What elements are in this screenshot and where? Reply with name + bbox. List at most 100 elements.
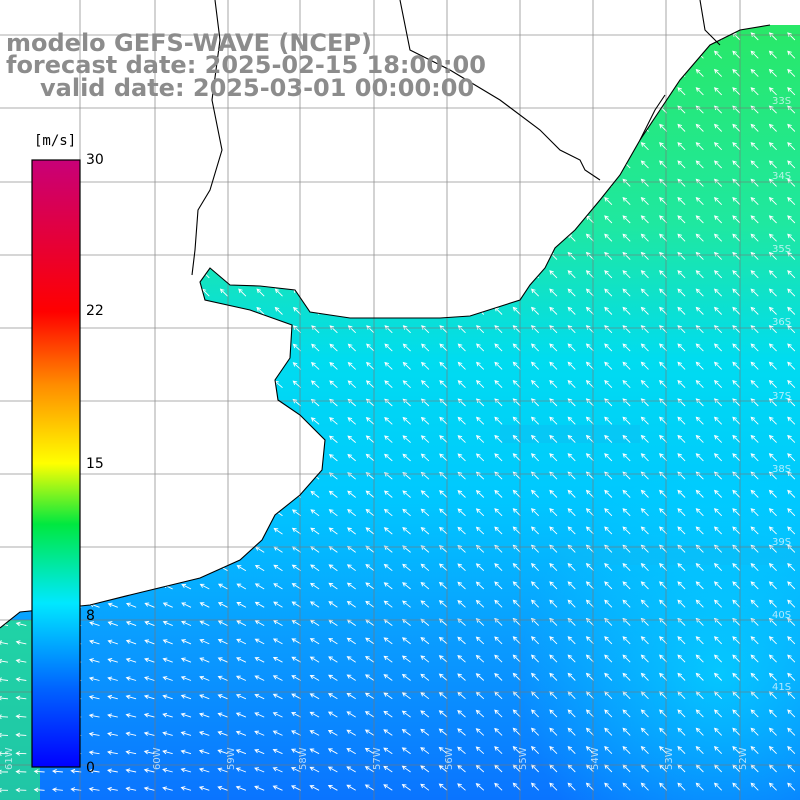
wind-arrow — [787, 288, 796, 297]
wind-arrow — [457, 563, 466, 572]
wind-arrow — [750, 142, 759, 151]
wind-arrow — [346, 637, 356, 645]
wind-arrow — [384, 380, 393, 389]
wind-arrow — [768, 434, 777, 443]
wind-arrow — [17, 418, 27, 425]
wind-arrow — [365, 508, 375, 517]
wind-arrow — [549, 233, 558, 242]
wind-arrow — [585, 343, 594, 352]
wind-arrow — [180, 712, 192, 718]
wind-arrow — [750, 68, 759, 77]
wind-arrow — [238, 233, 247, 242]
wind-arrow — [677, 654, 686, 663]
wind-arrow — [732, 343, 741, 352]
wind-arrow — [530, 343, 540, 352]
wind-arrow — [217, 620, 228, 627]
wind-arrow — [622, 453, 631, 462]
wind-arrow — [88, 787, 100, 792]
wind-arrow — [512, 581, 521, 590]
wind-arrow — [475, 526, 485, 535]
wind-arrow — [328, 490, 338, 498]
wind-arrow — [256, 343, 265, 352]
wind-arrow — [549, 160, 558, 169]
wind-arrow — [146, 178, 155, 187]
wind-arrow — [640, 379, 649, 389]
wind-arrow — [143, 749, 155, 755]
wind-arrow — [198, 749, 210, 755]
wind-arrow — [201, 142, 210, 151]
wind-arrow — [768, 398, 777, 407]
wind-arrow — [110, 196, 119, 206]
wind-arrow — [530, 379, 540, 389]
wind-arrow — [494, 782, 503, 791]
wind-arrow — [768, 142, 777, 151]
wind-arrow — [309, 785, 320, 791]
wind-arrow — [475, 398, 485, 407]
wind-arrow — [52, 787, 63, 792]
wind-arrow — [70, 768, 82, 774]
wind-arrow — [402, 270, 411, 279]
wind-arrow — [219, 325, 228, 334]
wind-arrow — [750, 489, 759, 498]
wind-arrow — [274, 105, 283, 114]
wind-arrow — [549, 416, 558, 425]
wind-arrow — [329, 215, 338, 224]
wind-arrow — [238, 142, 247, 151]
wind-arrow — [604, 343, 613, 352]
wind-arrow — [567, 87, 576, 96]
wind-arrow — [292, 325, 302, 334]
wind-arrow — [365, 582, 375, 590]
wind-arrow — [512, 434, 521, 443]
wind-arrow — [640, 709, 649, 718]
wind-arrow — [347, 361, 357, 370]
wind-arrow — [217, 638, 228, 645]
wind-arrow — [110, 123, 119, 132]
wind-arrow — [475, 508, 485, 517]
wind-arrow — [439, 416, 448, 425]
wind-arrow — [549, 68, 558, 77]
wind-arrow — [713, 709, 723, 718]
wind-arrow — [530, 727, 540, 736]
wind-arrow — [91, 233, 100, 242]
wind-arrow — [512, 178, 521, 187]
wind-arrow — [402, 582, 411, 590]
wind-arrow — [439, 105, 448, 114]
wind-arrow — [567, 508, 576, 517]
wind-arrow — [677, 233, 686, 242]
wind-arrow — [162, 786, 173, 791]
wind-arrow — [622, 215, 631, 224]
wind-arrow — [254, 583, 265, 590]
wind-arrow — [695, 709, 704, 718]
wind-arrow — [567, 398, 576, 407]
wind-arrow — [237, 417, 247, 425]
wind-arrow — [364, 711, 375, 718]
wind-arrow — [183, 142, 192, 151]
wind-arrow — [15, 566, 27, 572]
wind-arrow — [182, 362, 192, 370]
wind-arrow — [476, 343, 485, 352]
wind-arrow — [567, 343, 576, 352]
wind-arrow — [125, 750, 137, 755]
wind-arrow — [217, 749, 228, 755]
wind-arrow — [494, 489, 503, 498]
wind-arrow — [677, 123, 686, 132]
wind-arrow — [128, 178, 137, 187]
wind-arrow — [235, 767, 247, 773]
wind-arrow — [476, 178, 485, 187]
wind-arrow — [0, 732, 9, 738]
wind-arrow — [110, 105, 119, 114]
wind-arrow — [439, 306, 448, 315]
wind-arrow — [164, 288, 174, 297]
wind-arrow — [622, 343, 631, 352]
wind-arrow — [109, 306, 119, 315]
wind-arrow — [475, 489, 485, 498]
wind-arrow — [768, 306, 777, 315]
wind-arrow — [732, 68, 741, 77]
wind-arrow — [256, 178, 265, 187]
wind-arrow — [457, 673, 466, 681]
wind-arrow — [199, 694, 210, 700]
wind-arrow — [183, 270, 192, 279]
wind-arrow — [622, 727, 631, 736]
wind-arrow — [347, 398, 356, 407]
wind-arrow — [695, 636, 704, 645]
